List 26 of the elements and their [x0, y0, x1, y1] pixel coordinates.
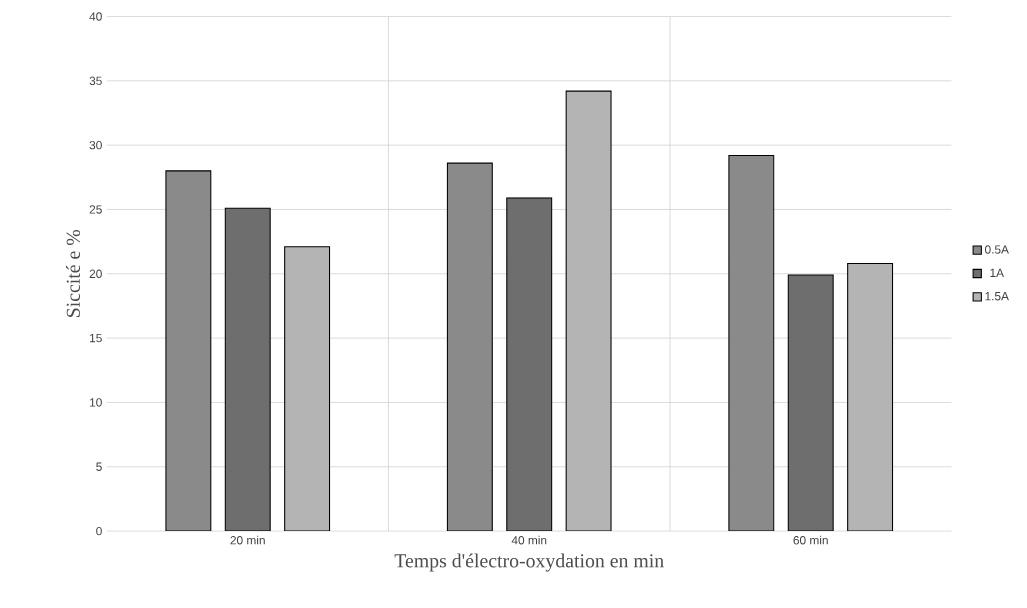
bar [506, 197, 553, 531]
bar [728, 154, 775, 531]
x-tick-label: 20 min [230, 535, 265, 545]
y-tick-label: 30 [89, 140, 102, 150]
x-tick-label: 40 min [511, 535, 547, 545]
bar [224, 207, 271, 531]
y-tick-label: 35 [89, 76, 102, 85]
bar [165, 170, 212, 531]
bar [284, 246, 331, 531]
x-axis-title: Temps d'électro-oxydation en min [394, 553, 664, 572]
legend-label: 0.5A [984, 245, 1009, 254]
y-axis-title: Siccité e % [66, 229, 81, 317]
y-tick-label: 5 [96, 462, 102, 471]
y-tick-label: 0 [96, 526, 102, 536]
y-tick-label: 15 [90, 333, 102, 343]
legend-label: 1A [990, 268, 1004, 277]
legend-label: 1.5A [985, 291, 1009, 301]
bar [446, 162, 493, 531]
y-tick-label: 10 [90, 398, 102, 407]
bar [787, 274, 834, 531]
y-tick-label: 25 [89, 205, 102, 214]
x-tick-label: 60 min [793, 535, 828, 545]
y-tick-label: 20 [89, 269, 102, 278]
bar [565, 90, 612, 531]
y-tick-label: 40 [89, 12, 102, 21]
bar [847, 262, 894, 531]
